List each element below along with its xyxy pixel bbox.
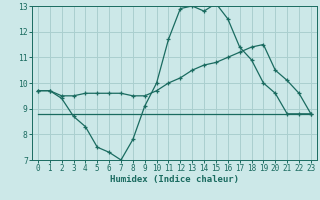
X-axis label: Humidex (Indice chaleur): Humidex (Indice chaleur): [110, 175, 239, 184]
